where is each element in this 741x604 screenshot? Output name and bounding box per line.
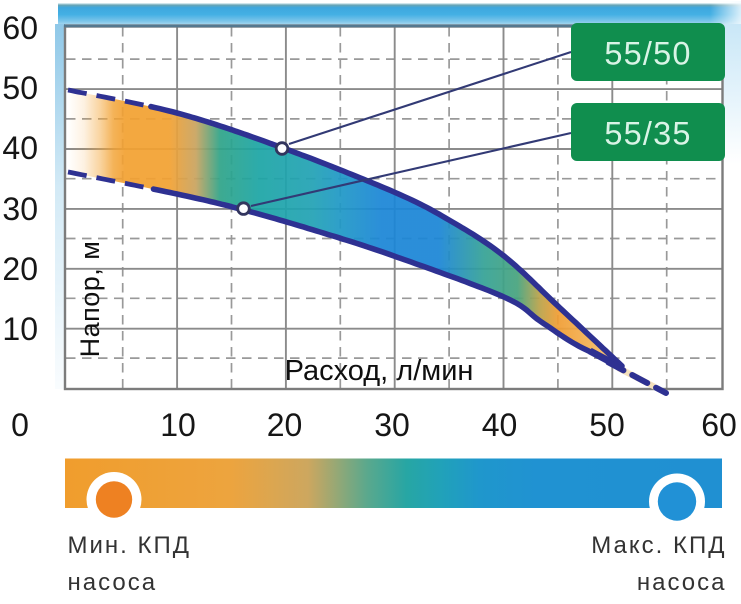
svg-text:20: 20	[2, 251, 38, 287]
svg-text:насоса: насоса	[637, 569, 727, 596]
svg-text:30: 30	[2, 191, 38, 227]
svg-text:Макс. КПД: Макс. КПД	[591, 532, 726, 559]
svg-text:40: 40	[482, 407, 518, 443]
svg-text:40: 40	[2, 130, 38, 166]
svg-text:Мин. КПД: Мин. КПД	[68, 532, 191, 559]
svg-text:насоса: насоса	[68, 569, 158, 596]
svg-text:55/50: 55/50	[604, 36, 691, 72]
svg-text:20: 20	[267, 407, 303, 443]
svg-text:55/35: 55/35	[604, 116, 691, 152]
svg-text:10: 10	[2, 311, 38, 347]
svg-text:Расход, л/мин: Расход, л/мин	[285, 355, 474, 387]
svg-text:60: 60	[2, 10, 38, 46]
svg-text:Напор, м: Напор, м	[75, 241, 105, 358]
svg-text:10: 10	[160, 407, 196, 443]
svg-text:30: 30	[374, 407, 410, 443]
svg-text:50: 50	[589, 407, 625, 443]
svg-text:0: 0	[11, 407, 29, 443]
svg-text:50: 50	[2, 70, 38, 106]
svg-text:60: 60	[701, 407, 737, 443]
